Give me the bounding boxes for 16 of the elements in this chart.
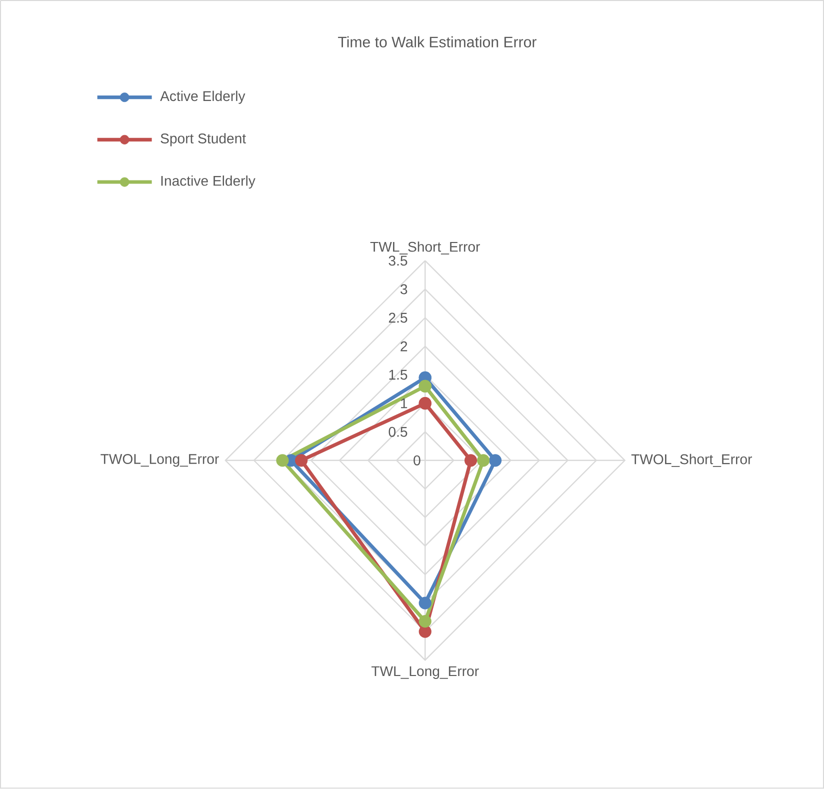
spoke-label: TWL_Long_Error [371, 666, 479, 680]
y-tick-label: 3 [400, 284, 408, 294]
y-tick-label: 1.5 [389, 370, 408, 380]
y-tick-label: 2.5 [388, 312, 408, 323]
legend-label: Inactive Elderly [161, 176, 256, 189]
spoke-label: TWL_Short_Error [370, 242, 480, 255]
y-tick-label: 0.5 [388, 427, 408, 438]
legend-label: Sport Student [160, 133, 246, 146]
y-tick-label: 1 [401, 398, 408, 408]
legend-label: Active Elderly [160, 90, 246, 104]
y-tick-label: 0 [414, 456, 420, 466]
y-tick-label: 3.5 [388, 256, 408, 266]
y-tick-label: 2 [400, 342, 408, 352]
chart-title: Time to Walk Estimation Error [338, 36, 536, 48]
spoke-label: TWOL_Short_Error [631, 454, 752, 468]
spoke-label: TWOL_Long_Error [100, 454, 219, 467]
